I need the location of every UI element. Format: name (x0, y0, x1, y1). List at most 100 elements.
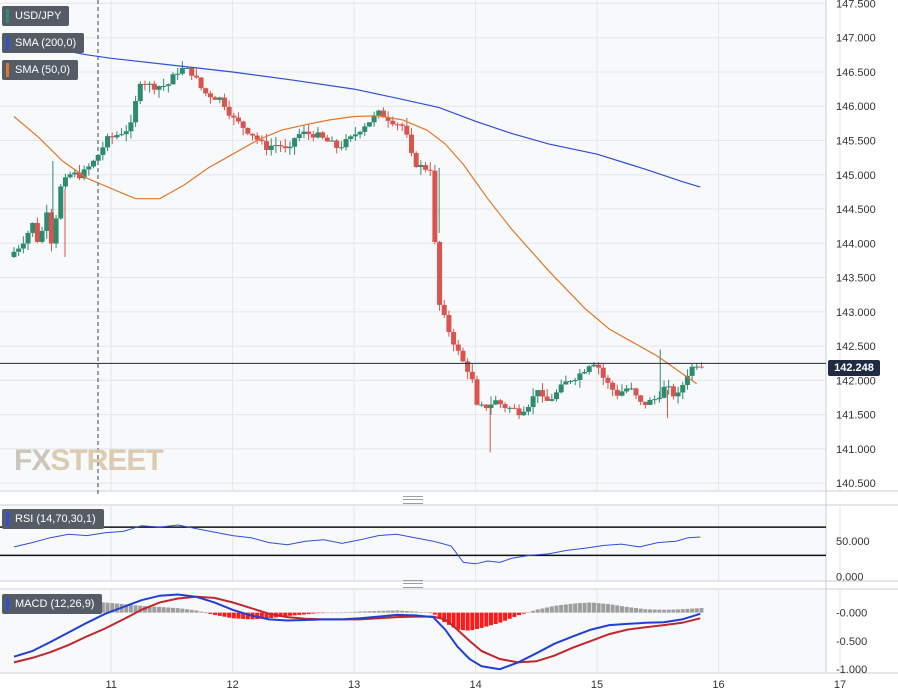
candle-body (642, 401, 648, 405)
candle-body (525, 407, 531, 412)
macd-histogram-bar (152, 606, 157, 613)
pane-resize-handle-rsi[interactable] (403, 496, 423, 504)
macd-histogram-bar (666, 609, 671, 613)
symbol-legend[interactable]: USD/JPY (2, 6, 70, 26)
macd-histogram-bar (428, 612, 433, 614)
rsi-legend[interactable]: RSI (14,70,30,1) (2, 509, 104, 529)
candle-body (549, 399, 555, 401)
macd-histogram-bar (171, 607, 176, 613)
candle-body (184, 67, 190, 69)
macd-histogram-bar (194, 610, 199, 613)
price-y-tick-label: 146.500 (836, 67, 876, 79)
macd-histogram-bar (156, 606, 161, 613)
price-y-tick-label: 145.500 (836, 135, 876, 147)
candle-body (11, 251, 17, 257)
candle-body (25, 232, 31, 244)
sma50-line (13, 115, 698, 385)
candle-body (315, 132, 321, 138)
sma200-legend[interactable]: SMA (200,0) (2, 33, 85, 53)
macd-histogram-bar (414, 611, 419, 613)
macd-histogram-bar (110, 603, 115, 613)
candle-body (614, 389, 620, 396)
macd-histogram-bar (605, 604, 610, 613)
macd-histogram-bar (315, 612, 320, 614)
macd-legend[interactable]: MACD (12,26,9) (2, 594, 103, 614)
candle-body (114, 135, 120, 138)
macd-histogram-bar (236, 612, 241, 619)
macd-histogram-bar (166, 607, 171, 613)
macd-histogram-bar (568, 603, 573, 613)
macd-histogram-bar (596, 603, 601, 613)
candle-body (221, 97, 227, 107)
price-y-tick-label: 142.000 (836, 375, 876, 387)
price-pane-bg (0, 0, 826, 490)
candle-body (465, 361, 471, 372)
candle-body (600, 367, 606, 378)
price-y-tick-label: 143.000 (836, 307, 876, 319)
macd-histogram-bar (615, 605, 620, 613)
macd-histogram-bar (446, 612, 451, 625)
macd-histogram-bar (498, 612, 503, 623)
candle-body (296, 134, 302, 139)
candle-body (647, 399, 653, 405)
rsi-y-tick-label: 50.000 (836, 536, 870, 548)
candle-body (133, 101, 139, 123)
candle-body (95, 154, 101, 161)
macd-histogram-bar (648, 609, 653, 613)
macd-histogram-bar (489, 612, 494, 626)
candle-body (619, 391, 625, 396)
candle-body (217, 97, 223, 100)
pane-resize-handle-macd[interactable] (403, 580, 423, 588)
candle-body (469, 371, 475, 380)
macd-histogram-bar (526, 612, 531, 613)
macd-histogram-bar (456, 612, 461, 630)
candle-body (264, 141, 270, 150)
candle-body (287, 146, 293, 149)
price-y-tick-label: 140.500 (836, 478, 876, 490)
candle-body (605, 377, 611, 383)
macd-histogram-bar (353, 611, 358, 613)
logo-street: STREET (50, 444, 163, 477)
macd-label: MACD (12,26,9) (15, 598, 95, 610)
sma200-swatch (6, 36, 9, 50)
macd-histogram-bar (554, 605, 559, 613)
candle-body (30, 222, 36, 233)
macd-histogram-bar (400, 610, 405, 613)
candle-body (147, 83, 153, 85)
macd-histogram-bar (638, 608, 643, 613)
x-tick-label: 13 (348, 679, 360, 691)
candle-body (404, 125, 410, 135)
x-tick-label: 11 (105, 679, 116, 691)
candle-body (521, 411, 527, 416)
candle-body (586, 366, 592, 373)
x-tick-label: 17 (834, 679, 846, 691)
sma50-legend[interactable]: SMA (50,0) (2, 60, 79, 80)
candle-body (142, 83, 148, 85)
candle-body (437, 242, 443, 305)
macd-histogram-bar (531, 610, 536, 613)
candle-body (329, 140, 335, 142)
macd-histogram-bar (362, 611, 367, 613)
candle-body (235, 117, 241, 122)
candle-body (680, 384, 686, 393)
candle-body (394, 124, 400, 126)
candle-body (376, 110, 382, 116)
rsi-label: RSI (14,70,30,1) (15, 513, 96, 525)
candle-body (175, 73, 181, 75)
candle-body (245, 127, 251, 134)
price-y-tick-label: 141.500 (836, 410, 876, 422)
candle-body (109, 136, 115, 138)
candle-body (684, 375, 690, 385)
macd-histogram-bar (390, 610, 395, 613)
macd-histogram-bar (199, 611, 204, 613)
macd-histogram-bar (652, 609, 657, 613)
candle-body (652, 399, 658, 401)
price-y-tick-label: 143.500 (836, 273, 876, 285)
macd-histogram-bar (479, 612, 484, 628)
candle-body (507, 407, 513, 409)
candle-body (577, 373, 583, 380)
candle-body (441, 304, 447, 316)
candle-body (385, 117, 391, 121)
candle-body (198, 77, 204, 89)
macd-histogram-bar (629, 607, 634, 613)
